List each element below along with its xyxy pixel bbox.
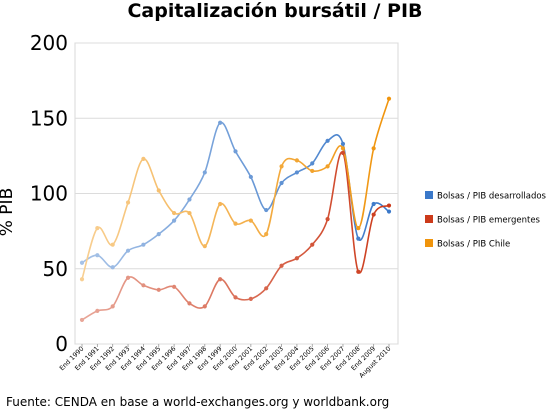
data-point [110,265,115,270]
data-point [294,256,299,261]
data-point [79,260,85,265]
data-point [294,170,299,175]
data-point [340,141,346,146]
data-point [156,287,161,292]
data-point [202,244,207,249]
legend: Bolsas / PIB desarrollados Bolsas / PIB e… [425,191,547,250]
legend-swatch [425,191,433,199]
data-point [95,253,100,258]
y-tick-label: 200 [30,31,68,55]
data-point [248,218,253,223]
data-point [141,283,146,288]
legend-label: Bolsas / PIB emergentes [437,216,541,226]
legend-label: Bolsas / PIB Chile [437,240,510,250]
data-point [79,317,85,323]
data-point [156,188,161,193]
y-tick-label: 0 [55,332,68,356]
data-point [264,232,269,237]
data-point [95,308,100,313]
data-point [310,242,315,247]
data-point [294,158,299,163]
data-point [110,304,115,309]
data-point [141,242,146,247]
data-point [386,96,392,101]
data-point [279,263,284,268]
y-tick-label: 50 [43,257,68,281]
data-point [386,209,392,214]
data-point [310,161,315,166]
data-point [371,146,376,151]
data-point [371,212,376,217]
data-point [248,296,253,301]
data-point [325,164,330,169]
data-point [202,170,207,175]
data-point [325,216,330,222]
data-point [172,284,177,289]
y-axis-label: % PIB [0,188,17,237]
data-point [156,232,161,237]
data-point [218,277,223,282]
data-point [325,138,330,143]
data-point [125,248,131,253]
data-point [218,120,223,125]
data-point [125,200,131,205]
data-point [279,164,284,169]
data-point [218,201,223,207]
data-point [356,269,361,274]
data-point [172,210,177,216]
source-note: Fuente: CENDA en base a world-exchanges.… [6,395,390,409]
data-point [310,168,315,174]
data-point [202,304,207,309]
data-point [279,180,284,186]
data-point [141,156,146,161]
data-point [172,218,177,223]
data-point [356,236,361,241]
data-point [264,286,269,291]
data-point [340,146,346,151]
chart-title: Capitalización bursátil / PIB [127,0,422,22]
data-point [233,149,238,154]
data-point [95,226,100,231]
data-point [340,150,346,155]
data-point [110,242,115,247]
data-point [187,301,192,306]
legend-swatch [425,215,433,223]
data-point [233,221,238,226]
data-point [264,207,269,213]
y-tick-label: 150 [30,106,68,130]
data-point [187,197,192,202]
data-point [233,295,238,300]
legend-label: Bolsas / PIB desarrollados [437,192,547,202]
data-point [125,275,131,280]
data-point [386,203,392,208]
legend-swatch [425,239,433,247]
y-tick-label: 100 [30,182,68,206]
data-point [356,226,361,231]
data-point [187,210,192,216]
data-point [371,201,376,207]
data-point [248,174,253,180]
data-point [79,277,85,282]
